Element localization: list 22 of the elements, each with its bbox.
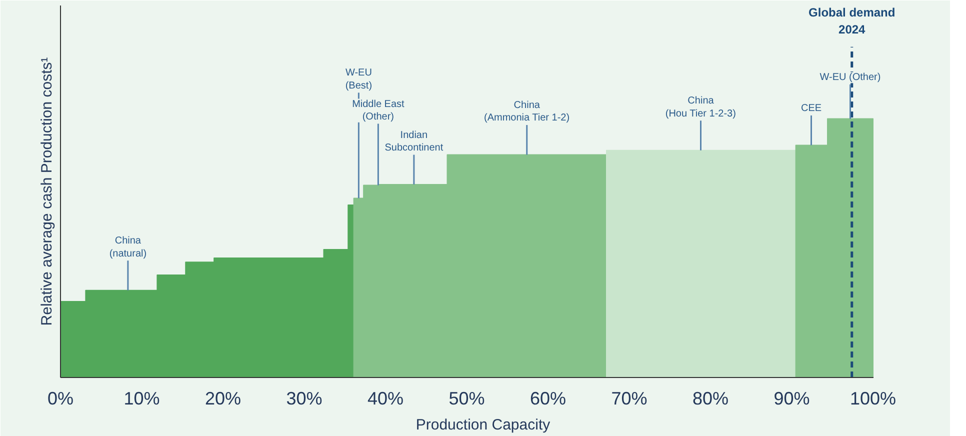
x-axis-title: Production Capacity bbox=[416, 416, 551, 434]
x-tick-label: 80% bbox=[692, 388, 729, 408]
x-tick-label: 60% bbox=[530, 388, 566, 408]
x-tick-label: 90% bbox=[774, 388, 810, 408]
annotation: China (Ammonia Tier 1-2) bbox=[484, 100, 570, 124]
annotation: W-EU (Best) bbox=[345, 68, 372, 92]
annotation: Middle East (Other) bbox=[352, 98, 405, 122]
x-tick-label: 70% bbox=[611, 388, 648, 408]
x-tick-label: 20% bbox=[204, 388, 242, 408]
x-tick-label: 50% bbox=[448, 388, 485, 408]
annotation: China (natural) bbox=[109, 236, 147, 260]
x-tick-label: 40% bbox=[367, 388, 404, 408]
annotation: CEE bbox=[800, 103, 822, 114]
x-tick-label: 10% bbox=[124, 388, 160, 408]
x-tick-label: 30% bbox=[286, 388, 322, 408]
annotation: Indian Subcontinent bbox=[384, 130, 444, 154]
y-axis-title: Relative average cash Production costs¹ bbox=[38, 57, 56, 326]
x-tick-label: 100% bbox=[850, 388, 896, 408]
annotation: W-EU (Other) bbox=[820, 72, 881, 84]
annotation: China (Hou Tier 1-2-3) bbox=[665, 96, 736, 120]
x-tick-label: 0% bbox=[47, 388, 74, 408]
ref-line-label: Global demand 2024 bbox=[808, 6, 896, 36]
